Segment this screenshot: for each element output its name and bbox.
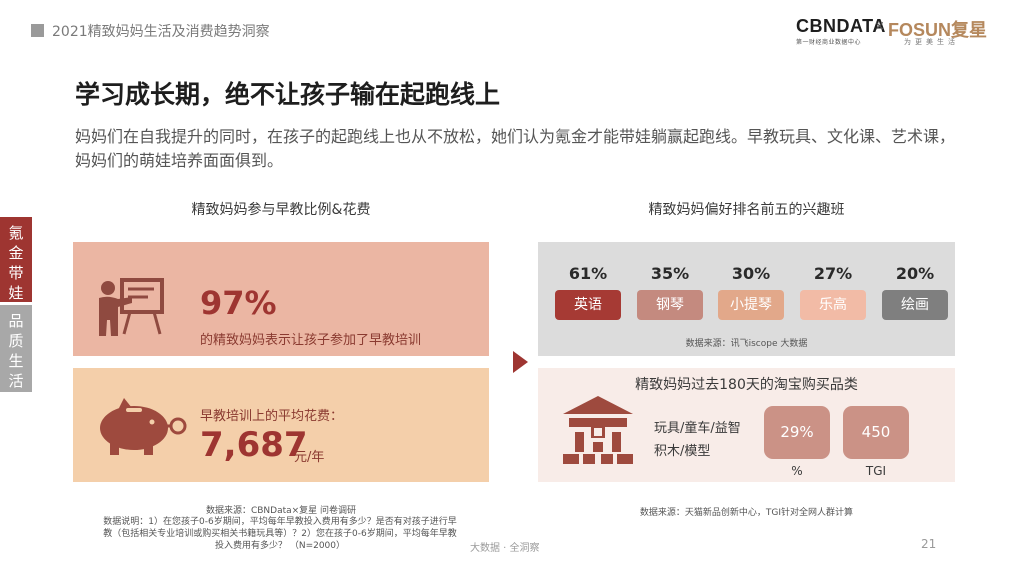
brand-logo: CBNDATA 第一财经商业数据中心 × FOSUN复星 为更美生活 bbox=[796, 16, 996, 46]
participation-rate-value: 97% bbox=[200, 284, 277, 322]
page-number: 21 bbox=[921, 537, 937, 551]
side-tab-quality-life[interactable]: 品质生活 bbox=[0, 305, 32, 392]
taobao-category-line1: 玩具/童车/益智 bbox=[654, 421, 741, 436]
class-pct: 30% bbox=[731, 264, 771, 283]
taobao-pct-badge: 29% bbox=[764, 406, 830, 459]
taobao-category-line2: 积木/模型 bbox=[654, 444, 711, 459]
side-tab-krypton[interactable]: 氪金带娃 bbox=[0, 217, 32, 302]
piggy-bank-icon bbox=[100, 398, 187, 455]
header-square-icon bbox=[31, 24, 44, 37]
class-pill-violin: 小提琴 bbox=[718, 290, 784, 320]
class-pct: 61% bbox=[568, 264, 608, 283]
taobao-pct-label: % bbox=[791, 464, 803, 478]
footer-slogan: 大数据 · 全洞察 bbox=[470, 543, 540, 554]
page-intro: 妈妈们在自我提升的同时，在孩子的起跑线上也从不放松，她们认为氪金才能带娃躺赢起跑… bbox=[75, 127, 956, 170]
taobao-purchase-title: 精致妈妈过去180天的淘宝购买品类 bbox=[635, 377, 858, 393]
average-spending-value: 7,687 bbox=[200, 425, 308, 465]
side-tab-label: 氪金带娃 bbox=[8, 224, 24, 302]
taobao-source: 数据来源：天猫新品创新中心，TGI针对全网人群计算 bbox=[639, 508, 854, 518]
participation-rate-text: 的精致妈妈表示让孩子参加了早教培训 bbox=[200, 333, 422, 348]
class-pill-lego: 乐高 bbox=[800, 290, 866, 320]
taobao-tgi-label: TGI bbox=[865, 464, 887, 478]
left-note: 数据说明：1）在您孩子0-6岁期间，平均每年早教投入费用有多少？是否有对孩子进行… bbox=[103, 517, 457, 551]
fosun-logo-subtitle: 为更美生活 bbox=[904, 38, 959, 46]
left-section-title: 精致妈妈参与早教比例&花费 bbox=[191, 202, 371, 218]
class-pct: 20% bbox=[895, 264, 935, 283]
taobao-tgi-badge: 450 bbox=[843, 406, 909, 459]
cbndata-logo-subtitle: 第一财经商业数据中心 bbox=[796, 39, 862, 46]
average-spending-unit: 元/年 bbox=[294, 450, 325, 465]
section-arrow-icon bbox=[513, 351, 528, 373]
left-source: 数据来源：CBNData×复星 问卷调研 bbox=[205, 506, 357, 516]
class-pill-piano: 钢琴 bbox=[637, 290, 703, 320]
class-pill-painting: 绘画 bbox=[882, 290, 948, 320]
interest-class-source: 数据来源：讯飞iscope 大数据 bbox=[685, 339, 808, 349]
building-icon bbox=[563, 396, 633, 464]
class-pill-english: 英语 bbox=[555, 290, 621, 320]
class-pct: 35% bbox=[650, 264, 690, 283]
side-tab-label: 品质生活 bbox=[8, 312, 24, 390]
teacher-board-icon bbox=[99, 278, 164, 336]
early-education-participation-card bbox=[73, 242, 489, 356]
right-section-title: 精致妈妈偏好排名前五的兴趣班 bbox=[648, 202, 845, 218]
cbndata-logo-text: CBNDATA bbox=[796, 16, 886, 36]
class-pct: 27% bbox=[813, 264, 853, 283]
average-spending-label: 早教培训上的平均花费： bbox=[200, 409, 344, 424]
page-title: 学习成长期，绝不让孩子输在起跑线上 bbox=[75, 80, 501, 109]
logo-separator: × bbox=[874, 19, 885, 34]
fosun-logo-text: FOSUN复星 bbox=[888, 20, 987, 40]
report-title: 2021精致妈妈生活及消费趋势洞察 bbox=[52, 24, 270, 40]
